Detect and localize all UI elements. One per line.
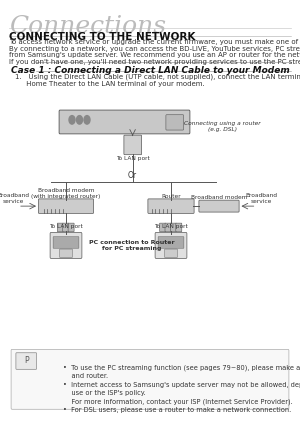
FancyBboxPatch shape bbox=[60, 249, 72, 258]
Text: To access network service or upgrade the current firmware, you must make one of : To access network service or upgrade the… bbox=[9, 39, 300, 45]
Text: If you don't have one, you'll need two network providing services to use the PC : If you don't have one, you'll need two n… bbox=[9, 59, 300, 65]
Text: •  To use the PC streaming function (see pages 79~80), please make a network bet: • To use the PC streaming function (see … bbox=[63, 365, 300, 371]
Text: P: P bbox=[24, 356, 29, 366]
Text: To LAN port: To LAN port bbox=[116, 156, 149, 162]
Text: Router: Router bbox=[161, 194, 181, 199]
FancyBboxPatch shape bbox=[16, 353, 37, 369]
FancyBboxPatch shape bbox=[38, 199, 94, 213]
Text: Connections: Connections bbox=[9, 15, 166, 38]
FancyBboxPatch shape bbox=[165, 223, 171, 232]
Text: To LAN port: To LAN port bbox=[154, 224, 188, 229]
Text: Broadband
service: Broadband service bbox=[245, 193, 277, 204]
FancyBboxPatch shape bbox=[59, 110, 190, 134]
Text: from Samsung's update server. We recommend you use an AP or router for the netwo: from Samsung's update server. We recomme… bbox=[9, 52, 300, 58]
FancyBboxPatch shape bbox=[165, 249, 177, 258]
FancyBboxPatch shape bbox=[124, 135, 142, 155]
Circle shape bbox=[76, 116, 82, 124]
FancyBboxPatch shape bbox=[160, 223, 166, 232]
FancyBboxPatch shape bbox=[158, 237, 184, 248]
FancyBboxPatch shape bbox=[68, 223, 74, 232]
FancyBboxPatch shape bbox=[53, 237, 79, 248]
Text: Connecting using a router
(e.g. DSL): Connecting using a router (e.g. DSL) bbox=[184, 121, 260, 132]
Text: Home Theater to the LAN terminal of your modem.: Home Theater to the LAN terminal of your… bbox=[15, 81, 205, 87]
Text: For more information, contact your ISP (Internet Service Provider).: For more information, contact your ISP (… bbox=[63, 399, 293, 405]
Circle shape bbox=[84, 116, 90, 124]
Text: use or the ISP's policy.: use or the ISP's policy. bbox=[63, 390, 146, 396]
FancyBboxPatch shape bbox=[148, 199, 194, 213]
FancyBboxPatch shape bbox=[199, 200, 239, 212]
Text: Broadband
service: Broadband service bbox=[0, 193, 29, 204]
FancyBboxPatch shape bbox=[57, 223, 63, 232]
FancyBboxPatch shape bbox=[11, 349, 289, 409]
Text: Case 1 : Connecting a Direct LAN Cable to your Modem: Case 1 : Connecting a Direct LAN Cable t… bbox=[11, 66, 290, 75]
FancyBboxPatch shape bbox=[166, 115, 184, 130]
FancyBboxPatch shape bbox=[176, 223, 182, 232]
Text: By connecting to a network, you can access the BD-LIVE, YouTube services, PC str: By connecting to a network, you can acce… bbox=[9, 45, 300, 52]
Text: •  For DSL users, please use a router to make a network connection.: • For DSL users, please use a router to … bbox=[63, 407, 291, 413]
FancyBboxPatch shape bbox=[155, 232, 187, 258]
Text: To LAN port: To LAN port bbox=[49, 224, 83, 229]
Text: Broadband modem: Broadband modem bbox=[191, 195, 247, 200]
FancyBboxPatch shape bbox=[63, 223, 69, 232]
Text: Broadband modem
(with integrated router): Broadband modem (with integrated router) bbox=[31, 188, 101, 199]
Circle shape bbox=[69, 116, 75, 124]
Text: CONNECTING TO THE NETWORK: CONNECTING TO THE NETWORK bbox=[9, 32, 195, 42]
Text: and router.: and router. bbox=[63, 373, 108, 379]
FancyBboxPatch shape bbox=[170, 223, 176, 232]
Text: Or: Or bbox=[128, 171, 137, 180]
Text: PC connection to Router
for PC streaming: PC connection to Router for PC streaming bbox=[89, 240, 175, 251]
FancyBboxPatch shape bbox=[50, 232, 82, 258]
Text: •  Internet access to Samsung's update server may not be allowed, depending on t: • Internet access to Samsung's update se… bbox=[63, 382, 300, 388]
Text: 1.   Using the Direct LAN Cable (UTP cable, not supplied), connect the LAN termi: 1. Using the Direct LAN Cable (UTP cable… bbox=[15, 74, 300, 80]
